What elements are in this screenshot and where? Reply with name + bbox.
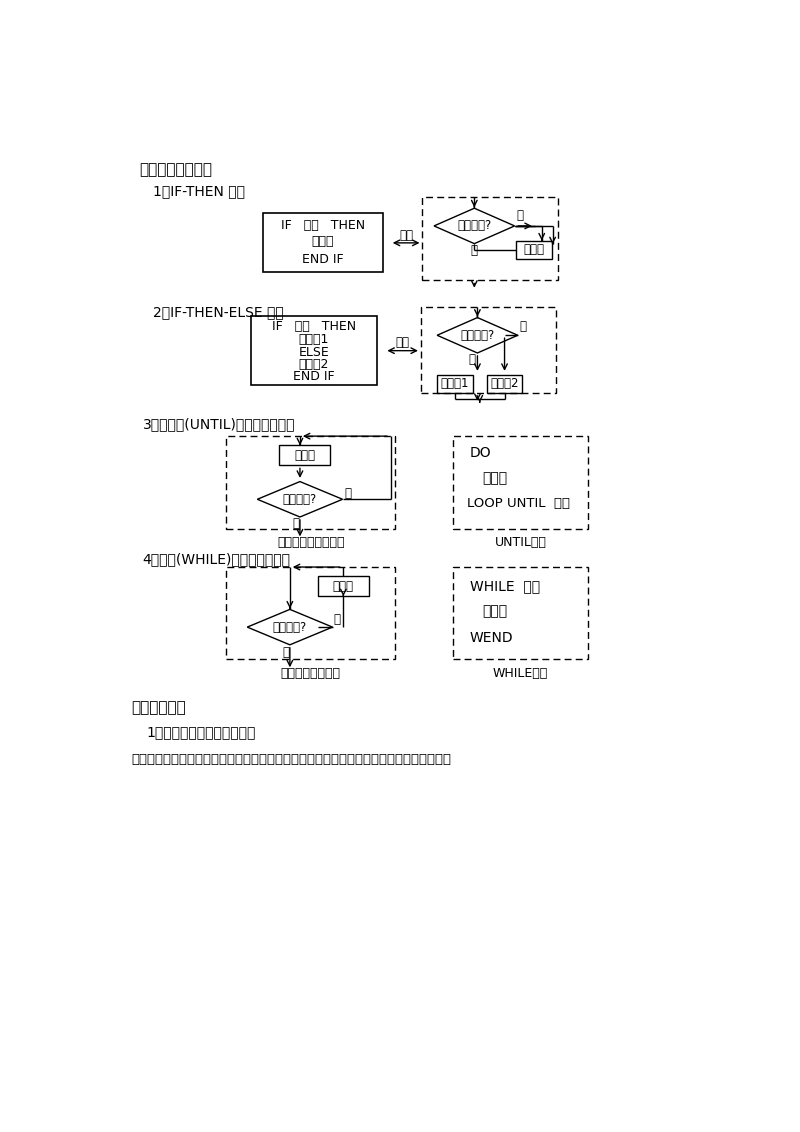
Text: 否: 否: [470, 245, 478, 257]
Text: 是: 是: [516, 208, 523, 222]
Text: 否: 否: [344, 487, 351, 499]
Text: DO: DO: [470, 446, 491, 460]
Text: 辗转相除法与更相减损术有着相同的算法依据，但要注意运算过程的差别．两者的区别是：: 辗转相除法与更相减损术有着相同的算法依据，但要注意运算过程的差别．两者的区别是：: [131, 753, 451, 766]
Text: END IF: END IF: [293, 370, 334, 384]
Text: 是: 是: [468, 353, 475, 367]
Text: 语句体2: 语句体2: [298, 358, 329, 371]
Text: 满足条件?: 满足条件?: [460, 328, 494, 342]
Text: 三、基本算法语句: 三、基本算法语句: [138, 162, 212, 178]
Text: ELSE: ELSE: [298, 345, 330, 359]
Text: 直到型循环结构框图: 直到型循环结构框图: [277, 535, 345, 549]
Text: LOOP UNTIL  条件: LOOP UNTIL 条件: [466, 497, 570, 511]
Text: END IF: END IF: [302, 252, 344, 266]
Text: 满足条件?: 满足条件?: [458, 220, 491, 232]
Text: 3．直到型(UNTIL)语句的一般格式: 3．直到型(UNTIL)语句的一般格式: [142, 418, 295, 431]
Text: 当型循环结构框图: 当型循环结构框图: [281, 667, 341, 680]
Text: 是: 是: [292, 517, 299, 531]
Text: 语句体: 语句体: [311, 234, 334, 248]
Text: WHILE  条件: WHILE 条件: [470, 580, 540, 593]
Text: 循环体: 循环体: [482, 604, 507, 619]
Text: IF   条件   THEN: IF 条件 THEN: [272, 320, 356, 333]
Text: IF   条件   THEN: IF 条件 THEN: [281, 220, 365, 232]
Text: 循环体: 循环体: [333, 580, 354, 593]
Text: UNTIL语句: UNTIL语句: [494, 535, 546, 549]
Text: 是: 是: [334, 612, 340, 626]
Text: 满足条件?: 满足条件?: [273, 620, 307, 634]
Text: 否: 否: [282, 646, 289, 659]
Text: 语句体2: 语句体2: [490, 377, 518, 391]
Text: 2．IF-THEN-ELSE 语句: 2．IF-THEN-ELSE 语句: [153, 306, 283, 319]
Text: WHILE语句: WHILE语句: [493, 667, 548, 680]
Text: 语句体1: 语句体1: [298, 334, 329, 346]
Text: 四、算法案例: 四、算法案例: [131, 700, 186, 714]
Text: 语句体: 语句体: [523, 243, 545, 256]
Text: WEND: WEND: [470, 631, 514, 645]
Text: 对应: 对应: [395, 336, 410, 350]
Text: 满足条件?: 满足条件?: [283, 492, 317, 506]
Text: 1．辗转相除法与更相减损术: 1．辗转相除法与更相减损术: [146, 724, 256, 739]
Text: 循环体: 循环体: [294, 449, 315, 462]
Text: 语句体1: 语句体1: [441, 377, 469, 391]
Text: 否: 否: [519, 319, 526, 333]
Text: 对应: 对应: [399, 229, 413, 241]
Text: 1．IF-THEN 语句: 1．IF-THEN 语句: [153, 185, 245, 198]
Text: 循环体: 循环体: [482, 472, 507, 486]
Text: 4．当型(WHILE)语句的一般格式: 4．当型(WHILE)语句的一般格式: [142, 552, 290, 566]
